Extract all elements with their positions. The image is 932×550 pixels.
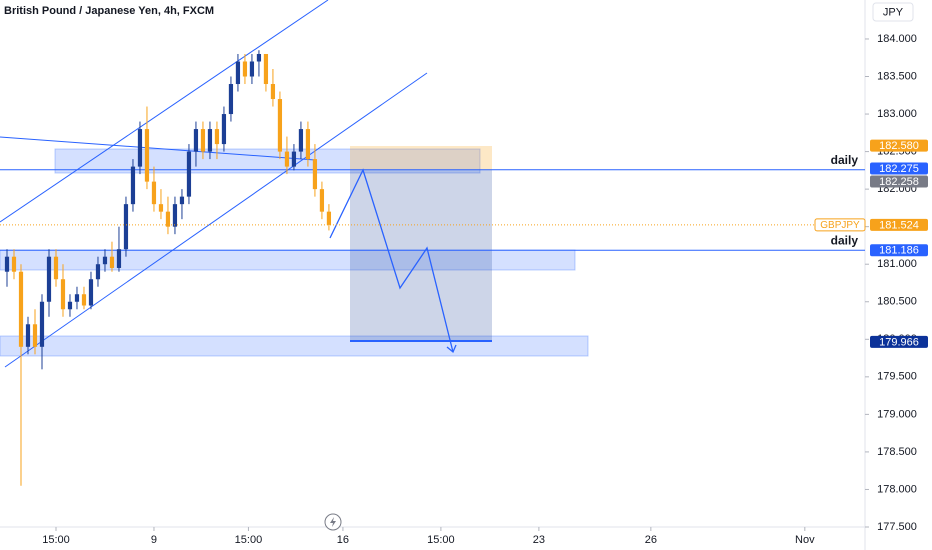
zone	[0, 335, 589, 357]
y-tick-label: 178.500	[877, 446, 917, 458]
candle-body	[39, 301, 45, 347]
candle-body	[326, 211, 332, 225]
candle-body	[291, 151, 297, 167]
candle-body	[186, 151, 192, 197]
price-tag	[870, 218, 928, 231]
level-label: daily	[831, 233, 859, 247]
level-label: daily	[831, 153, 859, 167]
y-tick-label: 179.000	[877, 408, 917, 420]
candle-body	[130, 166, 136, 205]
trend-line	[0, 136, 316, 161]
x-tick-label: 15:00	[235, 534, 263, 546]
price-tag-label: 182.580	[879, 140, 919, 152]
x-tick-label: 9	[151, 534, 157, 546]
candle-body	[32, 324, 38, 347]
channel-line	[0, 0, 329, 223]
candle-body	[11, 256, 17, 272]
candle-body	[4, 256, 10, 272]
candle-body	[221, 114, 227, 145]
y-tick-label: 183.500	[877, 70, 917, 82]
projection-path	[329, 168, 454, 353]
candle-body	[109, 256, 115, 268]
zone	[54, 148, 481, 174]
y-tick-label: 179.500	[877, 371, 917, 383]
x-tick-label: 15:00	[42, 534, 70, 546]
candle-body	[151, 181, 157, 205]
candle-body	[158, 204, 164, 212]
y-tick-label: 184.000	[877, 33, 917, 45]
candle-body	[60, 279, 66, 310]
candle-body	[81, 294, 87, 306]
price-tag-label: 181.186	[879, 245, 919, 257]
price-tag	[870, 162, 928, 175]
candle-body	[25, 324, 31, 347]
currency-box[interactable]	[872, 2, 914, 22]
projection-arrow	[446, 344, 457, 354]
candle-body	[298, 129, 304, 152]
y-tick-label: 180.500	[877, 296, 917, 308]
candle-body	[123, 204, 129, 250]
candle-body	[137, 129, 143, 167]
candle-body	[284, 151, 290, 167]
candle-body	[256, 53, 262, 62]
candle-body	[200, 129, 206, 152]
candle-body	[95, 264, 101, 280]
price-tag-label: 182.275	[879, 163, 919, 175]
price-tag	[870, 139, 928, 152]
candle-body	[207, 129, 213, 152]
candle-body	[165, 211, 171, 227]
channel-line	[4, 72, 428, 368]
x-tick-label: 15:00	[427, 534, 455, 546]
candle-body	[305, 129, 311, 160]
x-tick-label: Nov	[795, 534, 815, 546]
candle-body	[172, 204, 178, 227]
candle-body	[18, 271, 24, 347]
candle-body	[312, 159, 318, 190]
candle-body	[249, 61, 255, 77]
price-tag	[870, 335, 928, 348]
price-tag-label: 179.966	[879, 336, 919, 348]
x-tick-label: 16	[337, 534, 349, 546]
candle-body	[102, 256, 108, 265]
candle-body	[242, 61, 248, 77]
price-tag	[870, 175, 928, 188]
candle-body	[214, 129, 220, 145]
candle-body	[179, 196, 185, 205]
candle-body	[53, 256, 59, 280]
candle-body	[46, 256, 52, 302]
price-tag-label: 181.524	[879, 219, 919, 231]
candle-body	[116, 249, 122, 268]
candle-body	[193, 129, 199, 152]
candle-body	[277, 99, 283, 152]
y-tick-label: 178.000	[877, 483, 917, 495]
candle-body	[67, 301, 73, 310]
x-tick-label: 23	[533, 534, 545, 546]
y-tick-label: 177.500	[877, 521, 917, 533]
chart-title: British Pound / Japanese Yen, 4h, FXCM	[4, 5, 214, 17]
stop-box	[350, 146, 492, 170]
candle-body	[319, 189, 325, 212]
y-tick-label: 183.000	[877, 108, 917, 120]
price-tag	[870, 244, 928, 257]
symbol-tag-label: GBPJPY	[820, 220, 860, 231]
currency: JPY	[883, 6, 904, 18]
candle-body	[235, 61, 241, 85]
candle-body	[144, 129, 150, 182]
candle-body	[74, 294, 80, 302]
candle-body	[263, 53, 269, 85]
events-icon-bolt	[330, 517, 336, 527]
candle-body	[228, 84, 234, 115]
price-tag-label: 182.258	[879, 176, 919, 188]
x-tick-label: 26	[645, 534, 657, 546]
candle-body	[270, 84, 276, 100]
candle-body	[88, 279, 94, 306]
symbol-tag	[814, 218, 866, 232]
y-tick-label: 181.000	[877, 258, 917, 270]
